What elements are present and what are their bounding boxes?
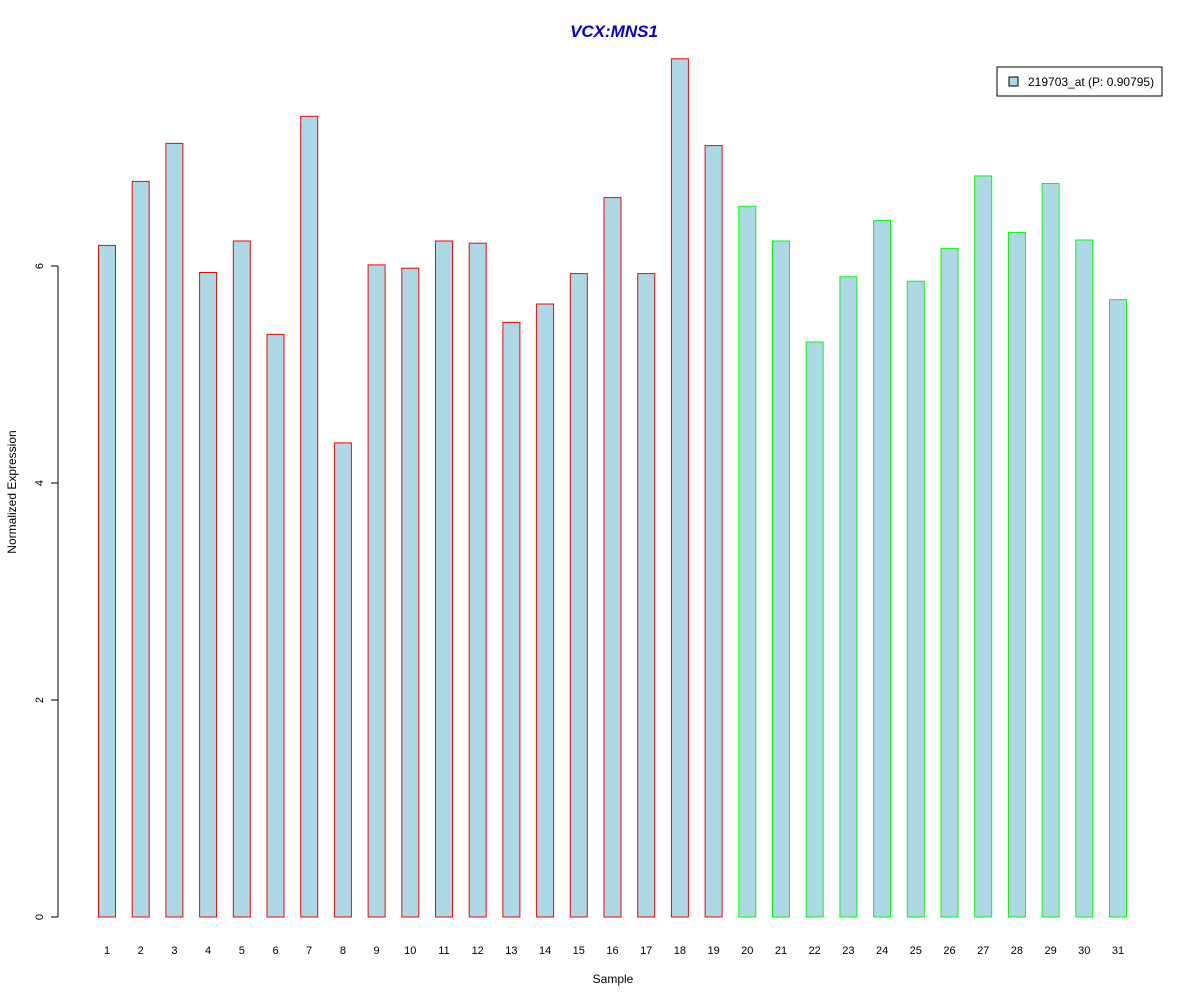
bar-sample-28 xyxy=(1007,231,1026,918)
x-tick-label: 15 xyxy=(573,945,585,957)
chart-title: VCX:MNS1 xyxy=(570,22,658,41)
x-tick-label: 3 xyxy=(171,945,177,957)
legend-swatch xyxy=(1008,76,1019,87)
bar-sample-9 xyxy=(367,264,386,918)
legend-label: 219703_at (P: 0.90795) xyxy=(1028,75,1154,89)
bar-sample-8 xyxy=(333,442,352,918)
bars xyxy=(98,58,1127,918)
y-tick-label: 0 xyxy=(34,914,46,920)
x-tick-label: 13 xyxy=(505,945,517,957)
y-axis-title: Normalized Expression xyxy=(5,430,19,553)
bar-sample-10 xyxy=(401,267,420,918)
x-tick-label: 25 xyxy=(910,945,922,957)
bar-sample-18 xyxy=(670,58,689,918)
x-tick-label: 26 xyxy=(943,945,955,957)
x-tick-label: 8 xyxy=(340,945,346,957)
y-axis: 0 2 4 6 xyxy=(34,263,59,920)
x-tick-label: 28 xyxy=(1011,945,1023,957)
x-tick-label: 10 xyxy=(404,945,416,957)
x-tick-label: 2 xyxy=(138,945,144,957)
x-axis-title: Sample xyxy=(593,972,634,986)
x-tick-label: 20 xyxy=(741,945,753,957)
bar-sample-19 xyxy=(704,145,723,918)
bar-sample-23 xyxy=(839,276,858,918)
bar-sample-27 xyxy=(974,175,993,918)
bar-sample-14 xyxy=(536,303,555,918)
x-tick-label: 21 xyxy=(775,945,787,957)
bar-sample-31 xyxy=(1109,299,1127,918)
bar-sample-21 xyxy=(772,240,790,918)
bar-sample-29 xyxy=(1041,183,1060,918)
x-tick-label: 5 xyxy=(239,945,245,957)
bar-sample-3 xyxy=(165,142,184,918)
bar-sample-17 xyxy=(637,273,656,918)
x-tick-label: 16 xyxy=(606,945,618,957)
x-tick-label: 19 xyxy=(707,945,719,957)
x-tick-label: 30 xyxy=(1078,945,1090,957)
bar-sample-1 xyxy=(98,244,116,918)
bar-sample-26 xyxy=(940,248,959,918)
x-tick-label: 12 xyxy=(472,945,484,957)
x-tick-label: 14 xyxy=(539,945,551,957)
x-tick-label: 4 xyxy=(205,945,211,957)
x-tick-label: 18 xyxy=(674,945,686,957)
y-tick-label: 6 xyxy=(34,263,46,269)
bar-sample-20 xyxy=(738,205,757,918)
x-tick-label: 7 xyxy=(306,945,312,957)
legend-box xyxy=(996,66,1163,97)
y-tick-label: 2 xyxy=(34,697,46,703)
bar-sample-22 xyxy=(805,341,824,918)
bar-sample-24 xyxy=(873,219,892,918)
legend: 219703_at (P: 0.90795) xyxy=(996,66,1163,97)
x-tick-label: 17 xyxy=(640,945,652,957)
bar-sample-30 xyxy=(1075,239,1094,918)
bar-sample-11 xyxy=(435,240,453,918)
bar-sample-7 xyxy=(300,115,319,918)
x-tick-label: 11 xyxy=(438,945,449,957)
x-tick-label: 24 xyxy=(876,945,888,957)
x-tick-label: 31 xyxy=(1112,945,1124,957)
bar-sample-12 xyxy=(468,242,487,918)
bar-sample-15 xyxy=(569,273,588,918)
x-tick-label: 29 xyxy=(1044,945,1056,957)
bar-sample-2 xyxy=(131,180,150,918)
x-tick-label: 22 xyxy=(809,945,821,957)
x-tick-label: 1 xyxy=(104,945,110,957)
bar-sample-5 xyxy=(232,240,251,918)
x-tick-label: 6 xyxy=(272,945,278,957)
bar-sample-13 xyxy=(502,321,521,918)
bar-sample-6 xyxy=(266,333,285,918)
bar-sample-4 xyxy=(199,272,218,918)
bar-sample-25 xyxy=(906,280,925,918)
y-tick-label: 4 xyxy=(34,480,46,486)
x-tick-label: 23 xyxy=(842,945,854,957)
x-tick-labels: 1 2 3 4 5 6 7 8 9 10 11 12 13 14 15 16 17 18 19 20 21 22 23 24 2… xyxy=(104,945,1124,957)
x-tick-label: 9 xyxy=(374,945,380,957)
bar-sample-16 xyxy=(603,197,622,918)
x-tick-label: 27 xyxy=(977,945,989,957)
